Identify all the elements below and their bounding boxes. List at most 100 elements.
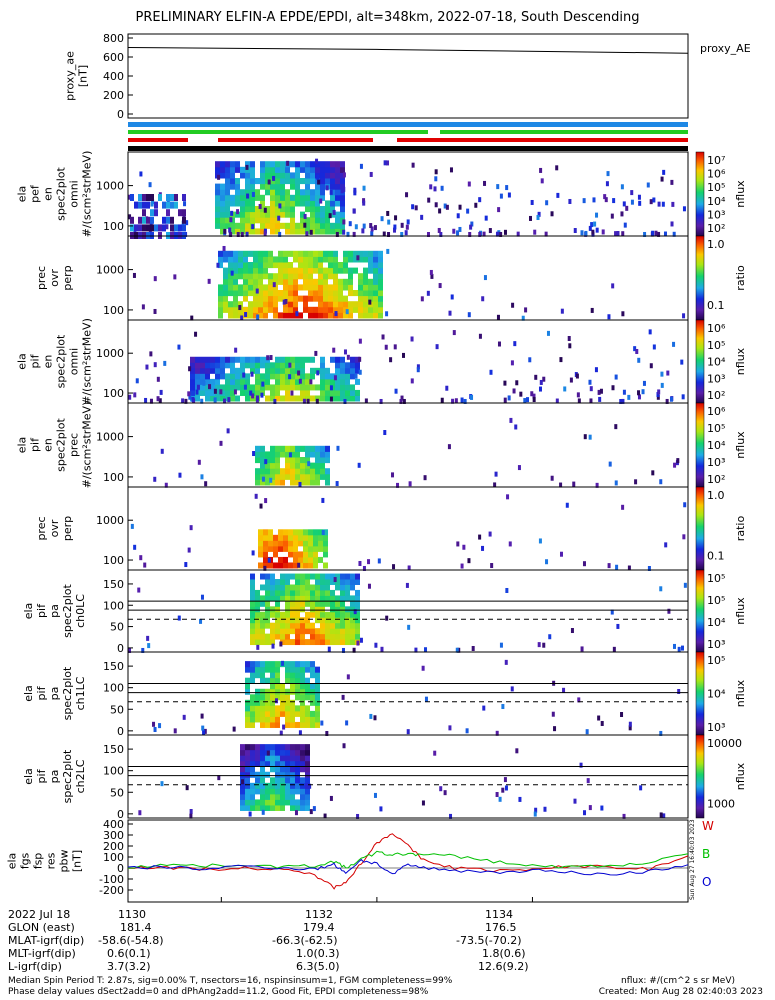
spec-panel-3-cell [315,468,320,475]
spec-panel-2-ylabel-line-0: ela [16,353,29,370]
spec-panel-1-tick-0: 1000 [96,264,124,277]
spec-panel-7-cell [250,766,255,773]
spec-panel-2-cell [235,384,240,391]
spec-panel-5-speck [677,646,681,652]
spec-panel-1-cell [313,312,318,319]
spec-panel-2-cell [205,362,210,369]
spec-panel-1-speck [483,275,487,281]
spec-panel-0-cell [230,228,235,235]
spec-panel-6-ylabel-line-1: pif [35,685,48,700]
spec-panel-2-speck [416,367,420,373]
spec-panel-0-speck [154,201,158,209]
spec-panel-1-cell [253,301,258,308]
spec-panel-2-speck [219,389,223,395]
spec-panel-5-cell [290,622,295,629]
spec-panel-2-cell [290,367,295,374]
spec-panel-6-cell [265,710,270,717]
spec-panel-1-cell [238,312,243,319]
spec-panel-1-cell [273,284,278,291]
spec-panel-1-cell [378,295,383,302]
spec-panel-6-speck [173,728,177,734]
spec-panel-1-cell [338,284,343,291]
spec-panel-5-speck [385,615,389,621]
spec-panel-6-cell [270,699,275,706]
spec-panel-2-speck [159,389,163,395]
spec-panel-2-cell [270,389,275,396]
spec-panel-0-speck [582,198,586,204]
spec-panel-0-cell [260,161,265,168]
spec-panel-1-cell [333,273,338,280]
spec-panel-7-cell [290,755,295,762]
spec-panel-6-cell [315,710,320,717]
spec-panel-0-speck [342,219,346,225]
spec-panel-3-speck [634,479,638,485]
spec-panel-1-cell [283,256,288,263]
spec-panel-4-speck [460,563,464,569]
spec-panel-2-cell [320,395,325,402]
spec-panel-0-cell [230,166,235,173]
spec-panel-0-speck [588,225,592,231]
spec-panel-2-cell [260,373,265,380]
spec-panel-1-cell [293,295,298,302]
spec-panel-2-speck [648,329,652,335]
spec-panel-0-cell [215,161,220,168]
spec-panel-6-speck [201,725,205,731]
spec-panel-7-cell [270,799,275,806]
spec-panel-0-cell [320,217,325,224]
spec-panel-3-cell [255,445,260,452]
spec-panel-1-cell [358,306,363,313]
spec-panel-5-cell [330,579,335,585]
spec-panel-1-cell [273,312,278,319]
spec-panel-0-cell [280,211,285,218]
spec-panel-0-cell [305,183,310,190]
spec-panel-2-speck [149,398,153,404]
spec-panel-0-cell [240,194,245,201]
spec-panel-1-cell [363,250,368,257]
spec-panel-2-speck [400,395,404,401]
spec-panel-4-cell [273,545,278,552]
spec-panel-7-cell [250,788,255,795]
spec-panel-5-cell [275,600,280,607]
spec-panel-0-cell [305,217,310,224]
spec-panel-7-cell [240,744,245,751]
spec-panel-7-cell [260,755,265,762]
spec-panel-5-cell [300,617,305,624]
spec-panel-4-cell [273,551,278,558]
spec-panel-5-cell [345,579,350,585]
spec-panel-2-speck [309,379,313,385]
spec-panel-7-frame [127,734,689,819]
spec-panel-5-cell [285,589,290,596]
spec-panel-6-cell [260,716,265,723]
spec-panel-2-speck [358,369,362,375]
spec-panel-6-speck [298,730,302,736]
spec-panel-2-cell [355,356,360,363]
spec-panel-5-cell [350,633,355,640]
spec-panel-5-cell [345,617,350,624]
spec-panel-0-speck [361,228,365,234]
spec-panel-3-cell [265,462,270,469]
spec-panel-4-cell [288,529,293,536]
spec-panel-1-speck [560,308,564,314]
spec-panel-5-cell [325,589,330,596]
spec-panel-3-speck [396,482,400,488]
spec-panel-0-speck [150,224,154,232]
spec-panel-1-cell [238,267,243,274]
spec-panel-1-cell [263,284,268,291]
spec-panel-5-cell [290,611,295,618]
spec-panel-6-cell [300,710,305,717]
spec-panel-5-cell [275,606,280,613]
spec-panel-0-speck [174,201,178,209]
spec-panel-6-cell [285,694,290,701]
spec-panel-4-cell [293,551,298,558]
spec-panel-5-cell [320,600,325,607]
spec-panel-5-cell [280,595,285,602]
spec-panel-1-cell [318,295,323,302]
spec-panel-1-frame [127,235,689,321]
spec-panel-1-cell [373,256,378,263]
spec-panel-7-cell [240,766,245,773]
spec-panel-2-cell [195,378,200,385]
spec-panel-2-cell [260,384,265,391]
spec-panel-1-cell [268,250,273,257]
spec-panel-0-speck [499,193,503,199]
spec-panel-0-speck [643,231,647,237]
